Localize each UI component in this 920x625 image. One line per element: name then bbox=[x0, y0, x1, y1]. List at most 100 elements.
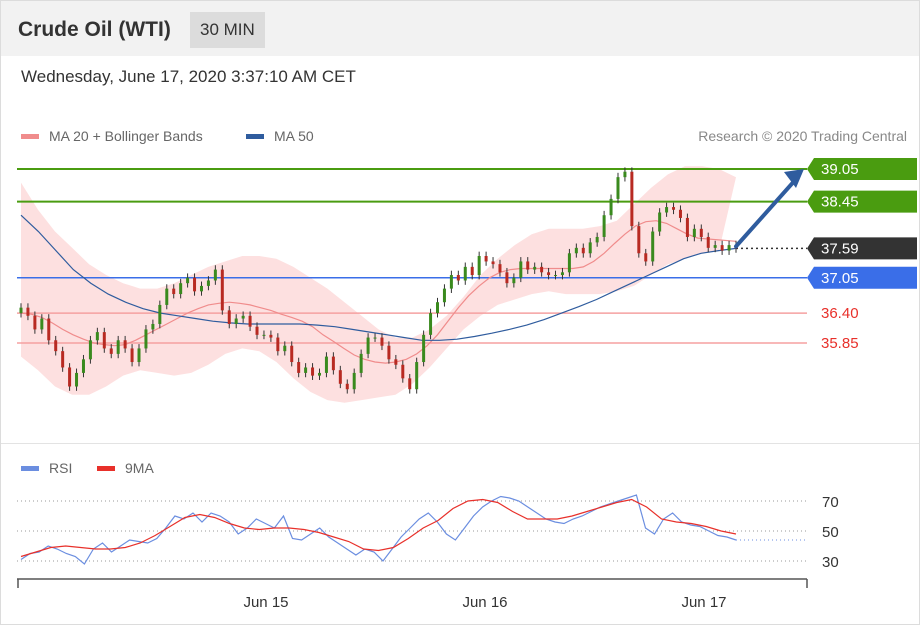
candle-body bbox=[436, 302, 440, 314]
candle-body bbox=[137, 348, 141, 363]
legend-rsi: RSI bbox=[21, 460, 72, 476]
legend-9ma: 9MA bbox=[97, 460, 154, 476]
candle-body bbox=[109, 348, 113, 354]
candle-body bbox=[526, 261, 530, 270]
candle-body bbox=[672, 207, 676, 210]
candle-body bbox=[505, 272, 509, 284]
candle-body bbox=[290, 345, 294, 363]
candle-body bbox=[40, 318, 44, 330]
candle-body bbox=[685, 217, 689, 237]
candle-body bbox=[713, 245, 717, 248]
price-tag-37.05 bbox=[807, 266, 917, 289]
rsi-9ma-line bbox=[20, 498, 737, 558]
candle-body bbox=[359, 353, 363, 373]
candle-body bbox=[47, 318, 51, 341]
candle-body bbox=[151, 323, 155, 330]
candle-body bbox=[665, 207, 669, 213]
candle-body bbox=[297, 362, 301, 373]
candle-body bbox=[720, 245, 724, 251]
rsi-tick-30: 30 bbox=[822, 554, 839, 571]
candle-body bbox=[130, 348, 134, 363]
candle-body bbox=[519, 261, 523, 278]
candle-body bbox=[19, 307, 23, 314]
candle-body bbox=[165, 288, 169, 305]
candle-body bbox=[456, 275, 460, 281]
candle-body bbox=[408, 378, 412, 390]
candle-body bbox=[581, 247, 585, 254]
rsi-tick-50: 50 bbox=[822, 524, 839, 541]
candle-body bbox=[373, 337, 377, 339]
candle-body bbox=[116, 340, 120, 354]
instrument-title: Crude Oil (WTI) bbox=[18, 18, 171, 41]
candle-body bbox=[213, 269, 217, 281]
candle-body bbox=[533, 266, 537, 270]
candle-body bbox=[206, 280, 210, 286]
candle-body bbox=[491, 261, 495, 265]
candle-body bbox=[220, 269, 224, 311]
candle-body bbox=[540, 266, 544, 273]
candle-body bbox=[158, 304, 162, 324]
candle-body bbox=[331, 356, 335, 371]
candle-body bbox=[588, 242, 592, 254]
forecast-arrow bbox=[734, 176, 799, 249]
candle-body bbox=[276, 337, 280, 352]
candle-body bbox=[68, 367, 72, 387]
candle-body bbox=[54, 340, 58, 352]
candle-body bbox=[449, 275, 453, 289]
candle-body bbox=[123, 340, 127, 349]
candle-body bbox=[484, 256, 488, 262]
price-label-35.85: 35.85 bbox=[821, 335, 859, 352]
candle-body bbox=[616, 177, 620, 199]
candle-body bbox=[554, 275, 558, 277]
candle-body bbox=[33, 315, 37, 330]
candle-body bbox=[651, 231, 655, 262]
candle-body bbox=[623, 171, 627, 178]
interval-badge[interactable]: 30 MIN bbox=[190, 12, 265, 48]
candle-body bbox=[304, 367, 308, 373]
candle-body bbox=[193, 277, 197, 292]
timestamp: Wednesday, June 17, 2020 3:37:10 AM CET bbox=[21, 67, 356, 86]
price-label-37.59: 37.59 bbox=[821, 240, 859, 257]
price-label-38.45: 38.45 bbox=[821, 194, 859, 211]
candle-body bbox=[637, 226, 641, 254]
legend-9ma-label: 9MA bbox=[125, 460, 154, 476]
header-bar: Crude Oil (WTI) 30 MIN bbox=[1, 1, 919, 56]
candle-body bbox=[255, 326, 259, 335]
candle-body bbox=[311, 367, 315, 376]
price-label-36.40: 36.40 bbox=[821, 305, 859, 322]
price-label-37.05: 37.05 bbox=[821, 270, 859, 287]
candle-body bbox=[227, 310, 231, 324]
price-tag-39.05 bbox=[807, 158, 917, 180]
rsi-tick-70: 70 bbox=[822, 494, 839, 511]
candle-body bbox=[415, 362, 419, 390]
candle-body bbox=[234, 318, 238, 324]
candle-body bbox=[283, 345, 287, 352]
legend-ma20: MA 20 + Bollinger Bands bbox=[21, 128, 203, 144]
panel-divider bbox=[1, 443, 919, 444]
candle-body bbox=[345, 383, 349, 390]
candle-body bbox=[102, 332, 106, 349]
candle-body bbox=[442, 288, 446, 303]
candle-body bbox=[595, 236, 599, 243]
candle-body bbox=[81, 359, 85, 373]
candle-body bbox=[422, 334, 426, 363]
candle-body bbox=[172, 288, 176, 295]
candle-body bbox=[602, 215, 606, 237]
candle-body bbox=[498, 264, 502, 273]
candle-body bbox=[574, 247, 578, 254]
candle-body bbox=[630, 171, 634, 227]
candle-body bbox=[547, 272, 551, 276]
candle-body bbox=[338, 370, 342, 384]
forecast-arrow-head-icon bbox=[784, 169, 804, 188]
candle-body bbox=[560, 272, 564, 276]
ma50-swatch-icon bbox=[246, 133, 264, 139]
legend-ma50: MA 50 bbox=[246, 128, 314, 144]
x-tick-label: Jun 15 bbox=[243, 594, 288, 611]
rsi-swatch-icon bbox=[21, 465, 39, 471]
candle-body bbox=[366, 337, 370, 354]
candle-body bbox=[61, 351, 65, 368]
candle-body bbox=[324, 356, 328, 373]
candle-body bbox=[463, 266, 467, 281]
